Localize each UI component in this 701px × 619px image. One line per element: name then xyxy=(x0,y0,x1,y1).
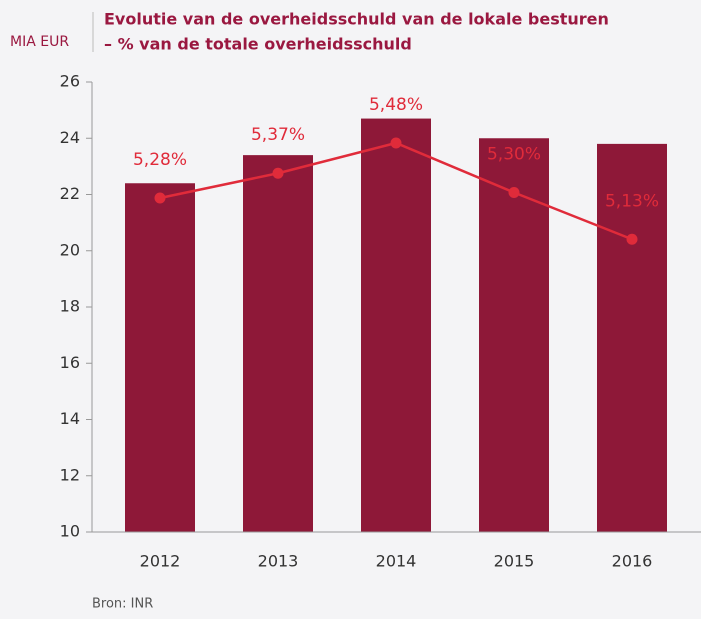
chart-title: Evolutie van de overheidsschuld van de l… xyxy=(104,10,609,29)
y-tick-label: 26 xyxy=(60,72,80,91)
value-label: 5,28% xyxy=(133,150,187,170)
point xyxy=(508,186,520,198)
y-tick-label: 24 xyxy=(60,128,80,147)
x-tick-label: 2013 xyxy=(258,552,299,571)
value-label: 5,48% xyxy=(369,95,423,115)
point xyxy=(390,137,402,149)
point xyxy=(626,233,638,245)
bar xyxy=(243,155,313,532)
y-tick-label: 20 xyxy=(60,240,80,259)
y-tick-label: 10 xyxy=(60,522,80,541)
y-tick-label: 22 xyxy=(60,184,80,203)
y-tick-label: 16 xyxy=(60,353,80,372)
value-label: 5,13% xyxy=(605,191,659,211)
x-tick-label: 2012 xyxy=(140,552,181,571)
value-label: 5,30% xyxy=(487,144,541,164)
value-label: 5,37% xyxy=(251,125,305,145)
bar xyxy=(597,143,667,532)
x-tick-label: 2015 xyxy=(494,552,535,571)
y-tick-label: 12 xyxy=(60,465,80,484)
point xyxy=(154,192,166,204)
point xyxy=(272,167,284,179)
bar xyxy=(361,118,431,532)
y-axis-label: MIA EUR xyxy=(10,34,69,50)
bar xyxy=(125,183,195,532)
source: Bron: INR xyxy=(92,597,153,612)
y-tick-label: 18 xyxy=(60,297,80,316)
x-tick-label: 2014 xyxy=(376,552,417,571)
x-tick-label: 2016 xyxy=(612,552,653,571)
chart-title: – % van de totale overheidsschuld xyxy=(104,35,412,54)
y-tick-label: 14 xyxy=(60,409,80,428)
bar xyxy=(479,138,549,532)
